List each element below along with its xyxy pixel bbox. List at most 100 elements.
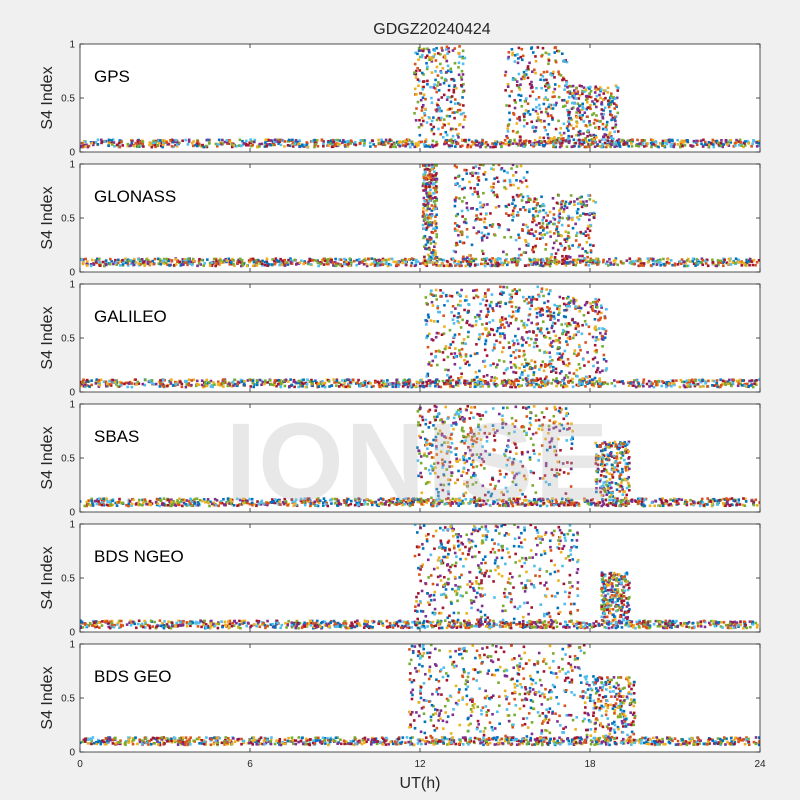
data-point [551,246,555,250]
data-point [610,118,613,122]
data-point [708,142,711,146]
data-point [495,339,498,343]
data-point [746,139,749,143]
data-point [376,264,379,267]
data-point [305,143,309,147]
data-point [96,138,100,142]
data-point [601,142,605,146]
data-point [543,233,547,236]
data-point [503,259,507,262]
data-point [530,321,534,325]
data-point [409,145,412,149]
data-point [414,119,418,122]
data-point [605,367,608,370]
data-point [453,111,456,114]
data-point [526,244,530,247]
data-point [723,502,726,505]
data-point [510,300,514,304]
data-point [666,258,670,261]
data-point [721,264,725,268]
data-point [320,261,323,264]
data-point [411,143,414,146]
data-point [539,73,543,77]
data-point [181,504,184,508]
data-point [645,144,648,148]
data-point [457,61,461,65]
data-point [418,140,422,144]
data-point [434,335,438,339]
data-point [463,299,467,302]
data-point [527,198,531,202]
data-point [546,136,550,140]
data-point [511,209,515,213]
data-point [430,209,434,212]
data-point [425,54,429,58]
data-point [243,380,246,383]
data-point [126,144,130,148]
data-point [433,245,436,249]
data-point [654,141,658,144]
data-point [278,138,282,142]
data-point [748,379,751,383]
data-point [483,292,487,295]
data-point [472,257,476,261]
data-point [218,259,222,262]
data-point [697,378,701,382]
data-point [546,305,549,309]
data-point [511,53,514,57]
data-point [452,88,456,92]
data-point [476,192,480,196]
data-point [251,379,255,383]
data-point [301,384,304,388]
data-point [595,350,598,354]
data-point [281,261,285,264]
data-point [524,139,528,142]
data-point [581,382,585,385]
data-point [497,226,501,229]
data-point [378,263,382,267]
data-point [522,223,525,226]
data-point [615,85,619,89]
data-point [590,258,594,262]
data-point [562,131,566,135]
data-point [434,378,438,382]
data-point [649,257,653,261]
data-point [394,383,398,387]
data-point [592,260,595,264]
data-point [543,335,547,339]
data-point [108,262,112,266]
data-point [453,314,456,318]
data-point [570,101,574,105]
data-point [351,378,355,382]
data-point [328,385,331,388]
data-point [453,102,457,105]
data-point [300,143,304,147]
data-point [733,144,737,147]
data-point [424,189,427,192]
data-point [481,385,484,388]
data-point [370,257,374,260]
data-point [595,105,598,109]
data-point [123,382,126,386]
data-point [357,262,361,265]
data-point [538,107,542,111]
data-point [564,230,568,233]
data-point [278,263,281,267]
data-point [482,191,485,195]
data-point [186,263,189,267]
data-point [552,241,556,245]
data-point [111,143,114,146]
data-point [453,138,457,142]
data-point [531,245,535,249]
data-point [224,257,228,261]
data-point [251,143,254,147]
data-point [107,138,111,142]
data-point [538,139,541,143]
data-point [535,311,539,315]
data-point [524,179,528,182]
data-point [534,55,537,58]
data-point [425,336,428,340]
data-point [594,257,598,261]
data-point [588,332,591,336]
data-point [575,86,578,90]
